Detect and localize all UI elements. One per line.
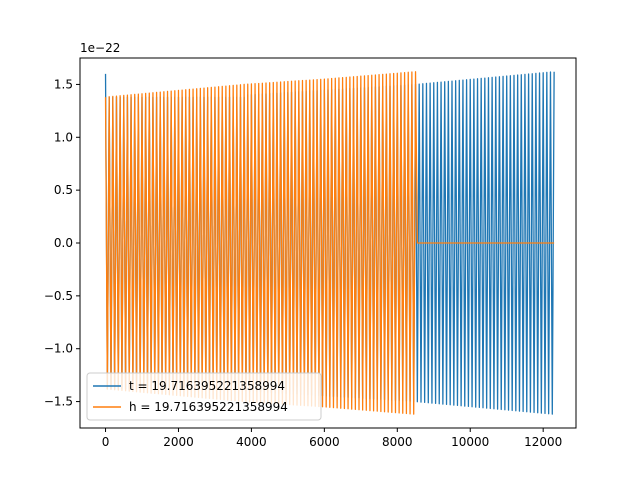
x-tick-label: 8000 (382, 435, 413, 449)
x-tick-label: 4000 (236, 435, 267, 449)
y-tick-label: 0.5 (54, 183, 73, 197)
legend-label: t = 19.716395221358994 (129, 379, 285, 393)
x-tick-label: 12000 (524, 435, 562, 449)
x-tick-label: 10000 (451, 435, 489, 449)
x-axis: 0 2000 4000 6000 8000 10000 12000 (102, 428, 562, 449)
y-offset-label: 1e−22 (80, 41, 120, 55)
x-tick-label: 6000 (309, 435, 340, 449)
y-tick-label: 0.0 (54, 236, 73, 250)
y-tick-label: −1.5 (44, 395, 73, 409)
y-tick-label: −0.5 (44, 289, 73, 303)
y-tick-label: 1.5 (54, 77, 73, 91)
legend: t = 19.716395221358994 h = 19.71639522135… (86, 372, 322, 421)
y-tick-label: −1.0 (44, 342, 73, 356)
y-tick-label: 1.0 (54, 130, 73, 144)
legend-label: h = 19.716395221358994 (129, 400, 288, 414)
y-axis: −1.5 −1.0 −0.5 0.0 0.5 1.0 1.5 (44, 77, 80, 409)
x-tick-label: 2000 (163, 435, 194, 449)
legend-box (86, 372, 322, 421)
x-tick-label: 0 (102, 435, 110, 449)
